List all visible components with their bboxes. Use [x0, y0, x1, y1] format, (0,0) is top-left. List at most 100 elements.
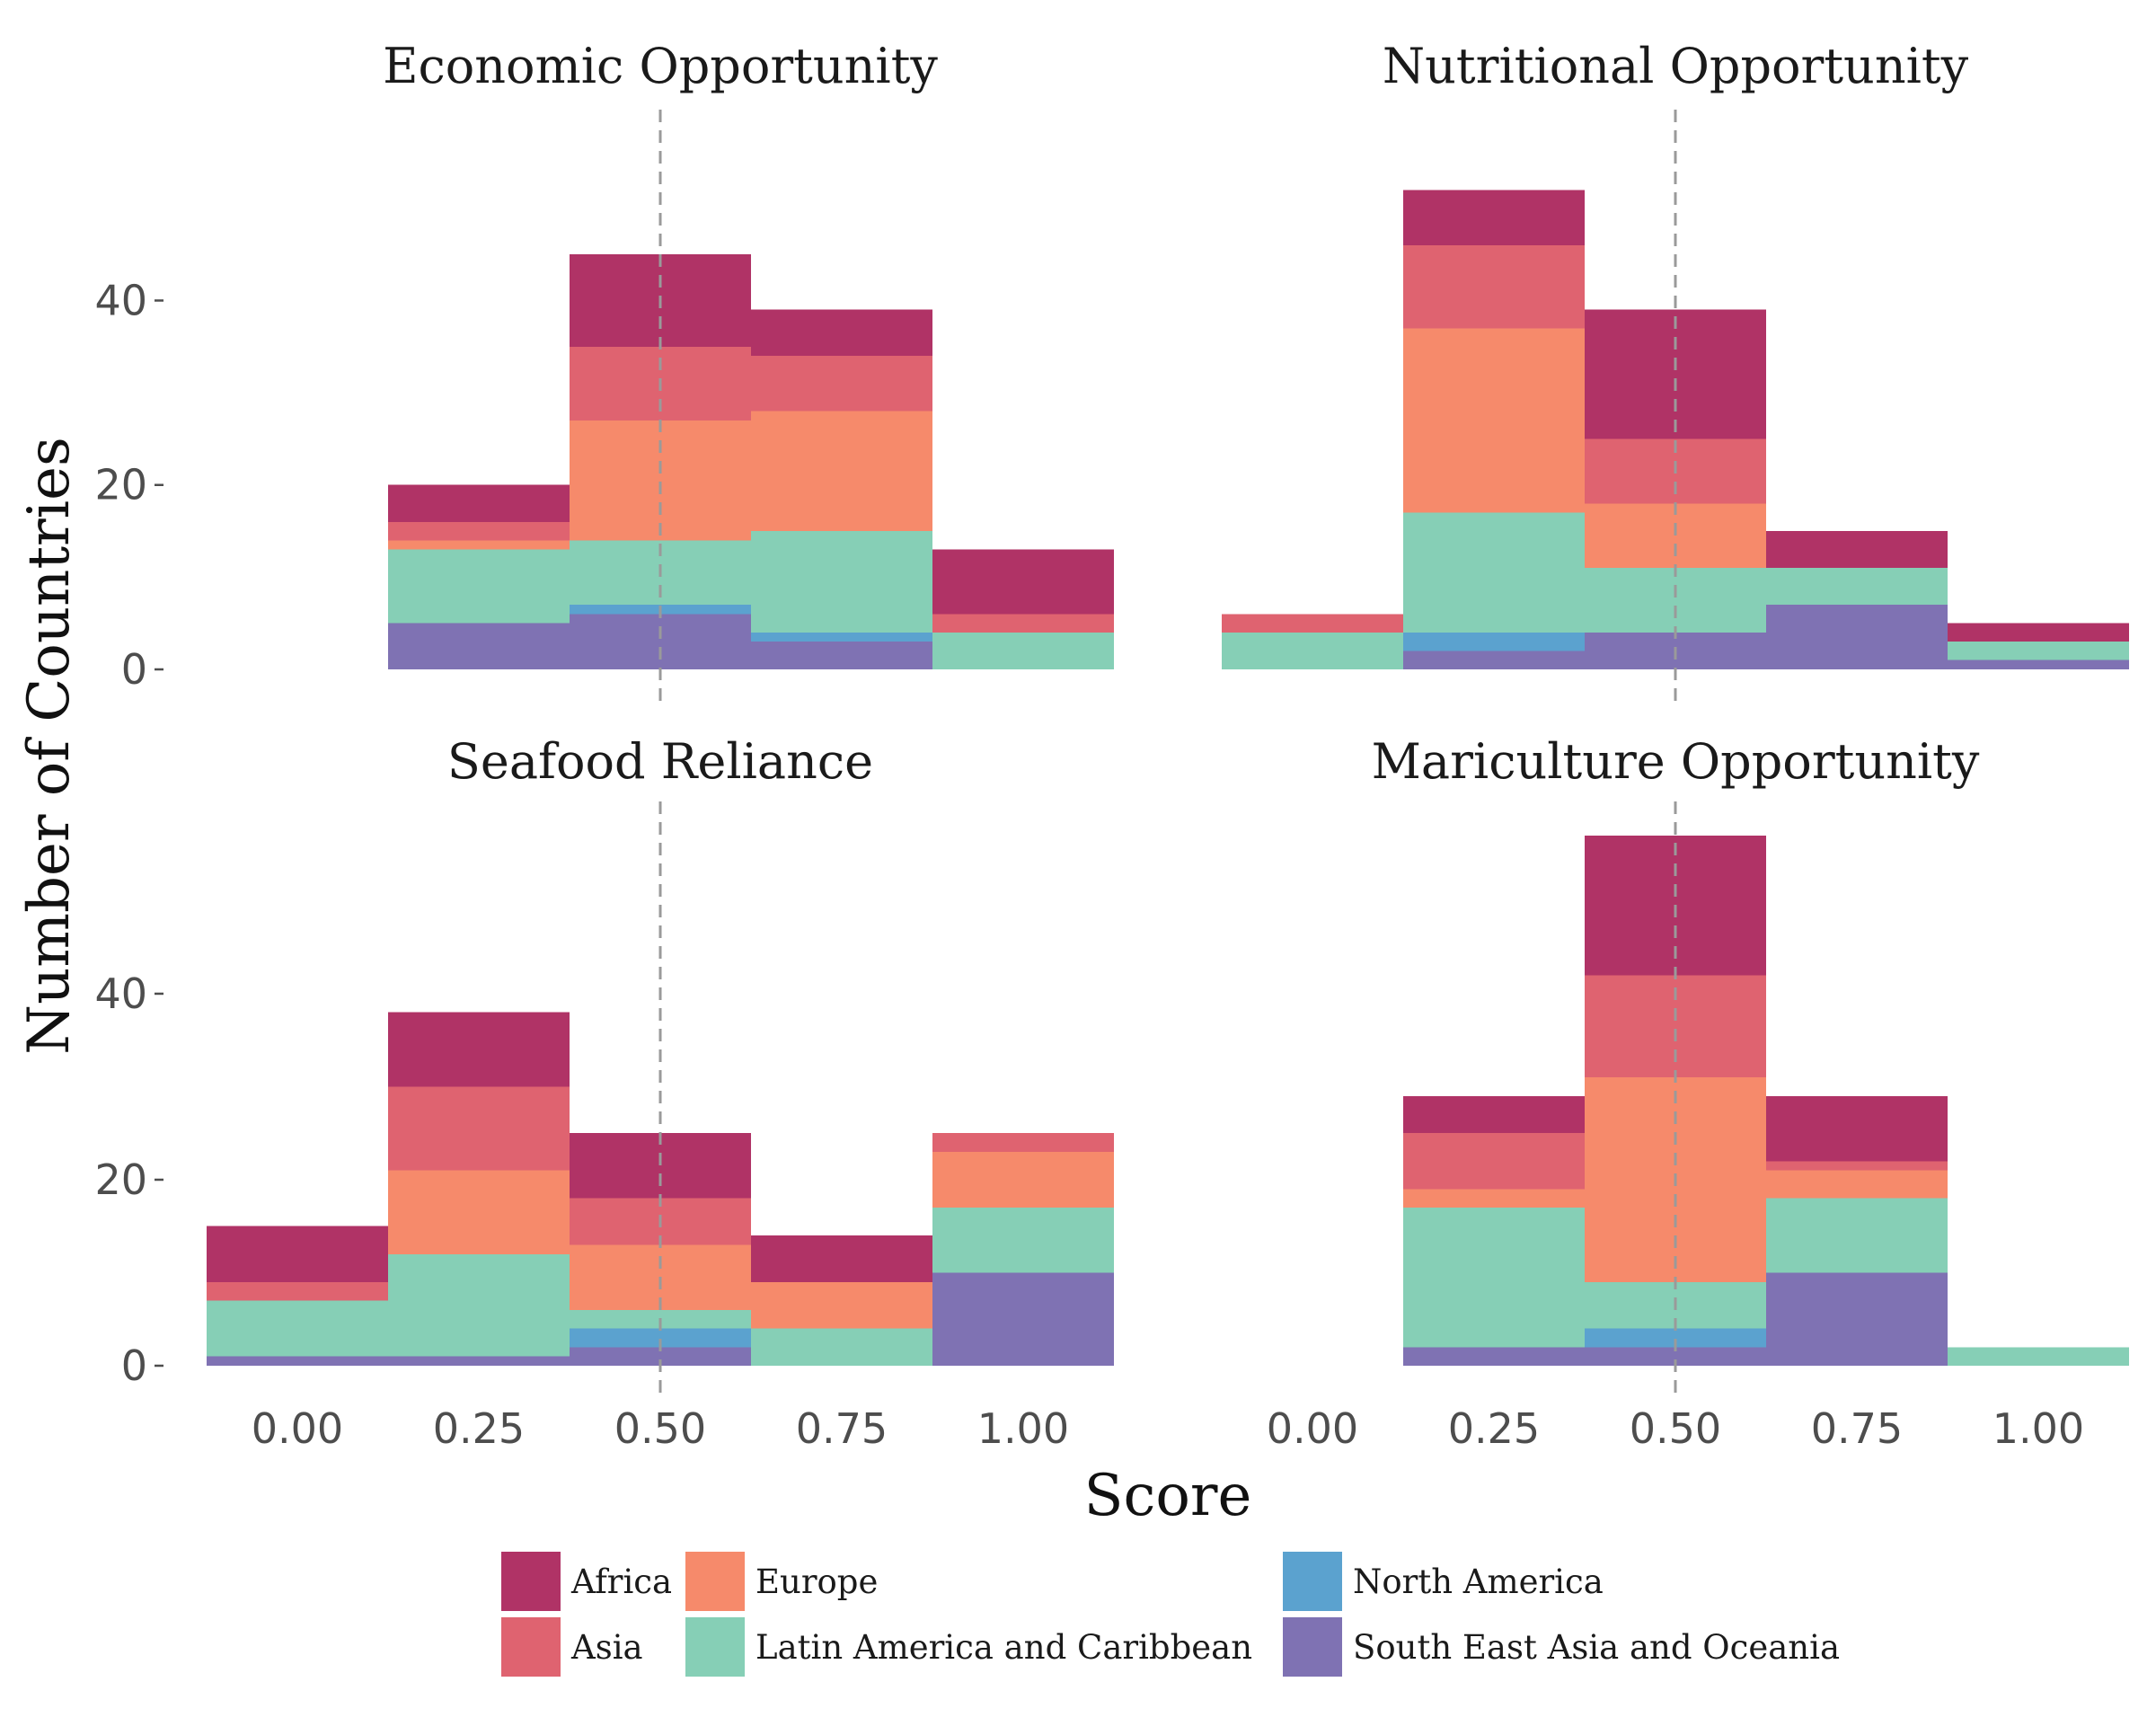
bar-segment [1766, 1198, 1948, 1273]
y-tick-label: 0 [121, 645, 147, 694]
y-tick-label: 20 [94, 1155, 147, 1204]
bar-segment [1403, 1095, 1585, 1134]
x-tick-label: 0.00 [252, 1404, 343, 1453]
panel-title: Seafood Reliance [447, 733, 873, 790]
y-tick-label: 40 [94, 969, 147, 1018]
bar-segment [1766, 531, 1948, 569]
x-tick-label: 1.00 [977, 1404, 1069, 1453]
x-tick-label: 0.75 [1811, 1404, 1903, 1453]
panel-title: Mariculture Opportunity [1372, 733, 1980, 790]
bar-segment [1948, 1347, 2129, 1366]
bar-segment [1403, 190, 1585, 245]
legend-item: Europe [685, 1552, 878, 1611]
bar-segment [207, 1226, 388, 1282]
bar-segment [932, 632, 1114, 669]
bar-segment [751, 531, 932, 633]
bar-segment [388, 623, 570, 669]
bar-segment [1585, 1328, 1766, 1348]
bar-segment [1222, 614, 1403, 633]
bar-segment [751, 642, 932, 669]
panel-title: Economic Opportunity [383, 38, 938, 94]
legend-item: South East Asia and Oceania [1283, 1617, 1840, 1677]
bar-segment [1948, 623, 2129, 642]
bar-segment [388, 1170, 570, 1254]
x-tick-label: 0.75 [796, 1404, 888, 1453]
legend-label: Asia [570, 1628, 643, 1667]
bar-segment [1222, 632, 1403, 669]
bar-segment [751, 1235, 932, 1282]
bar-segment [570, 614, 751, 669]
legend-item: Asia [501, 1617, 643, 1677]
bar-segment [1766, 1170, 1948, 1199]
y-tick-label: 20 [94, 461, 147, 509]
bar-segment [751, 1328, 932, 1366]
bar-segment [932, 1272, 1114, 1366]
bar-segment [932, 1133, 1114, 1152]
y-axis-title: Number of Countries [16, 437, 83, 1055]
bar-segment [1403, 651, 1585, 669]
panel: Nutritional Opportunity [1222, 38, 2129, 704]
legend-label: Latin America and Caribbean [755, 1628, 1252, 1667]
bar-segment [1766, 1161, 1948, 1171]
legend-label: South East Asia and Oceania [1353, 1628, 1840, 1667]
bar-segment [1766, 1095, 1948, 1162]
y-tick-label: 0 [121, 1341, 147, 1390]
x-tick-label: 0.25 [433, 1404, 525, 1453]
bar-segment [570, 1347, 751, 1366]
bar-segment [388, 484, 570, 522]
legend: Africa Asia Europe Latin America and Caribb… [501, 1552, 1840, 1677]
legend-swatch [685, 1552, 745, 1611]
bar-segment [1766, 568, 1948, 606]
bar-segment [1403, 1133, 1585, 1190]
legend-item: North America [1283, 1552, 1604, 1611]
bar-segment [1403, 1208, 1585, 1348]
bar-segment [1766, 1272, 1948, 1366]
bar-segment [1948, 659, 2129, 669]
x-tick-label: 0.50 [1630, 1404, 1721, 1453]
bar-segment [1585, 309, 1766, 439]
bar-segment [388, 540, 570, 550]
y-tick-label: 40 [94, 276, 147, 324]
legend-label: North America [1353, 1562, 1604, 1601]
panel: Mariculture Opportunity 0.00 0.25 0.50 0.75 1… [1267, 733, 2129, 1453]
bar-segment [1403, 1347, 1585, 1366]
x-tick-label: 0.00 [1267, 1404, 1358, 1453]
legend-item: Africa [501, 1552, 672, 1611]
bar-segment [388, 1356, 570, 1366]
bar-segment [388, 1012, 570, 1087]
bar-segment [932, 614, 1114, 633]
legend-swatch [501, 1617, 561, 1677]
bar-segment [1585, 1347, 1766, 1366]
bar-segment [570, 420, 751, 541]
bar-segment [388, 549, 570, 624]
bar-segment [1948, 642, 2129, 660]
bar-segment [751, 411, 932, 532]
bar-segment [751, 1281, 932, 1329]
legend-label: Europe [755, 1562, 878, 1601]
x-tick-label: 0.25 [1448, 1404, 1540, 1453]
bar-segment [207, 1356, 388, 1366]
bar-segment [1403, 328, 1585, 513]
bar-segment [570, 1328, 751, 1348]
legend-label: Africa [570, 1562, 672, 1601]
bar-segment [1585, 568, 1766, 633]
legend-swatch [501, 1552, 561, 1611]
panel: Economic Opportunity 0 20 40 [94, 38, 1114, 704]
bar-segment [207, 1281, 388, 1301]
legend-swatch [685, 1617, 745, 1677]
panels-layer: Economic Opportunity 0 20 40 Nutritional Opp… [94, 38, 2129, 1453]
bar-segment [1403, 632, 1585, 651]
legend-item: Latin America and Caribbean [685, 1617, 1252, 1677]
bar-segment [751, 356, 932, 412]
bar-segment [932, 1151, 1114, 1208]
bar-segment [388, 1086, 570, 1171]
legend-swatch [1283, 1552, 1342, 1611]
legend-swatch [1283, 1617, 1342, 1677]
panel: Seafood Reliance 0 20 40 0.00 0.25 0.50 0.75 1.0… [94, 733, 1114, 1453]
x-tick-label: 1.00 [1993, 1404, 2084, 1453]
bar-segment [751, 309, 932, 357]
bar-segment [932, 549, 1114, 615]
bar-segment [1403, 512, 1585, 633]
bar-segment [388, 521, 570, 541]
